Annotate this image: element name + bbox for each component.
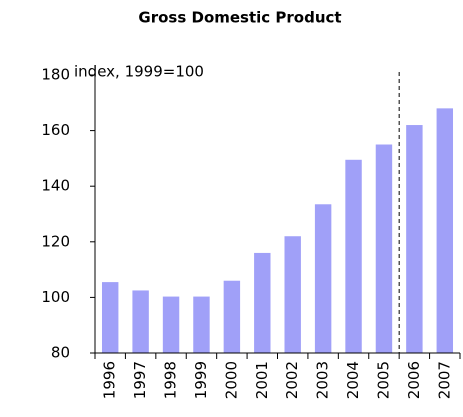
bar bbox=[314, 204, 332, 353]
x-tick-label: 2006 bbox=[405, 361, 423, 399]
x-tick-label: 2000 bbox=[222, 361, 240, 399]
bar bbox=[223, 280, 241, 353]
x-tick-label: 1996 bbox=[101, 361, 119, 399]
x-tick-label: 2005 bbox=[374, 361, 392, 399]
y-tick-label: 120 bbox=[41, 232, 70, 250]
y-tick-label: 100 bbox=[41, 288, 70, 306]
bar bbox=[406, 125, 423, 353]
chart-title: Gross Domestic Product bbox=[138, 9, 341, 27]
bar bbox=[101, 282, 119, 353]
bar bbox=[254, 252, 271, 353]
bar bbox=[436, 108, 454, 353]
y-tick-label: 180 bbox=[41, 66, 70, 84]
x-tick-label: 1999 bbox=[192, 361, 210, 399]
x-tick-label: 2001 bbox=[253, 361, 271, 399]
bar bbox=[375, 144, 393, 353]
annotation: index, 1999=100 bbox=[74, 63, 204, 81]
bar bbox=[193, 296, 210, 353]
bar bbox=[345, 159, 362, 353]
y-tick-label: 80 bbox=[51, 344, 70, 362]
y-tick-label: 160 bbox=[41, 121, 70, 139]
x-tick-label: 2004 bbox=[344, 361, 362, 399]
x-tick-label: 2002 bbox=[283, 361, 301, 399]
bar bbox=[162, 296, 180, 353]
y-tick-label: 140 bbox=[41, 177, 70, 195]
x-tick-label: 2003 bbox=[314, 361, 332, 399]
x-tick-label: 2007 bbox=[435, 361, 453, 399]
bar bbox=[132, 290, 149, 353]
bar bbox=[284, 236, 301, 353]
x-tick-label: 1997 bbox=[131, 361, 149, 399]
x-tick-label: 1998 bbox=[162, 361, 180, 399]
